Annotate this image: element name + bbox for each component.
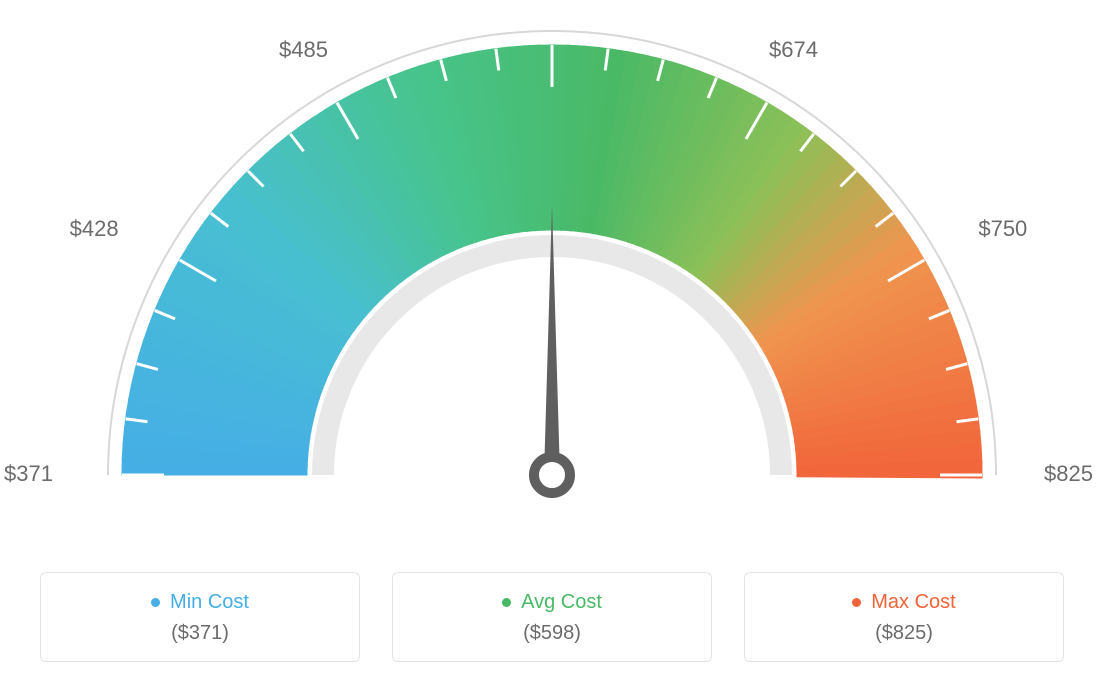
legend-max: Max Cost ($825) — [744, 572, 1064, 662]
gauge-tick-label: $825 — [1044, 461, 1093, 487]
legend-max-title: Max Cost — [852, 591, 955, 614]
legend-max-value: ($825) — [745, 622, 1063, 645]
gauge-svg — [0, 0, 1104, 560]
cost-gauge: $371$428$485$598$674$750$825 — [0, 0, 1104, 560]
legend-avg-value: ($598) — [393, 622, 711, 645]
legend-avg: Avg Cost ($598) — [392, 572, 712, 662]
legend-min: Min Cost ($371) — [40, 572, 360, 662]
gauge-tick-label: $750 — [978, 216, 1027, 242]
dot-icon — [151, 598, 160, 607]
dot-icon — [852, 598, 861, 607]
dot-icon — [502, 598, 511, 607]
legend-row: Min Cost ($371) Avg Cost ($598) Max Cost… — [0, 572, 1104, 662]
gauge-tick-label: $485 — [279, 37, 328, 63]
gauge-tick-label: $674 — [769, 37, 818, 63]
legend-avg-label: Avg Cost — [521, 591, 602, 614]
legend-avg-title: Avg Cost — [502, 591, 602, 614]
legend-max-label: Max Cost — [871, 591, 955, 614]
gauge-tick-label: $428 — [70, 216, 119, 242]
legend-min-title: Min Cost — [151, 591, 249, 614]
legend-min-value: ($371) — [41, 622, 359, 645]
legend-min-label: Min Cost — [170, 591, 249, 614]
gauge-tick-label: $371 — [4, 461, 53, 487]
